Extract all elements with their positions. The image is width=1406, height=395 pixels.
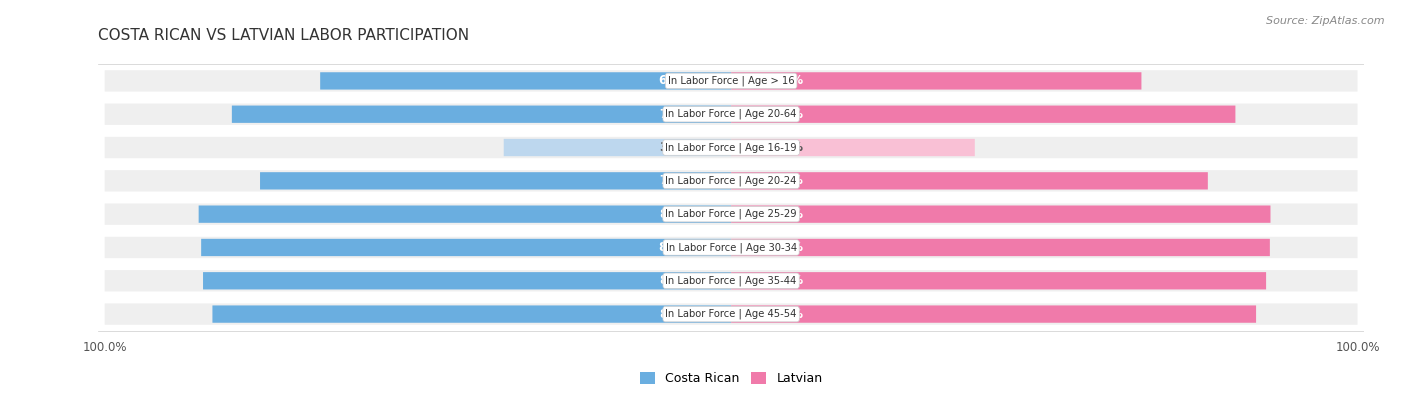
Text: Source: ZipAtlas.com: Source: ZipAtlas.com	[1267, 16, 1385, 26]
Text: In Labor Force | Age 35-44: In Labor Force | Age 35-44	[665, 276, 797, 286]
FancyBboxPatch shape	[104, 303, 1358, 325]
Text: In Labor Force | Age 20-24: In Labor Force | Age 20-24	[665, 176, 797, 186]
Text: 76.1%: 76.1%	[762, 174, 803, 187]
FancyBboxPatch shape	[232, 105, 731, 123]
Text: 83.8%: 83.8%	[762, 308, 803, 321]
Text: 80.5%: 80.5%	[762, 108, 803, 121]
Text: 36.3%: 36.3%	[659, 141, 700, 154]
Text: 79.7%: 79.7%	[659, 108, 700, 121]
FancyBboxPatch shape	[104, 137, 1358, 158]
FancyBboxPatch shape	[212, 305, 731, 323]
FancyBboxPatch shape	[731, 239, 1270, 256]
FancyBboxPatch shape	[731, 305, 1256, 323]
FancyBboxPatch shape	[731, 139, 974, 156]
Text: 84.6%: 84.6%	[658, 241, 700, 254]
Text: In Labor Force | Age 16-19: In Labor Force | Age 16-19	[665, 142, 797, 153]
FancyBboxPatch shape	[731, 205, 1271, 223]
FancyBboxPatch shape	[104, 70, 1358, 92]
FancyBboxPatch shape	[731, 172, 1208, 190]
FancyBboxPatch shape	[731, 72, 1142, 90]
Text: 82.8%: 82.8%	[659, 308, 700, 321]
FancyBboxPatch shape	[104, 237, 1358, 258]
Text: In Labor Force | Age 20-64: In Labor Force | Age 20-64	[665, 109, 797, 119]
FancyBboxPatch shape	[201, 239, 731, 256]
Text: 84.3%: 84.3%	[659, 274, 700, 287]
Text: 85.0%: 85.0%	[659, 208, 700, 221]
FancyBboxPatch shape	[321, 72, 731, 90]
FancyBboxPatch shape	[731, 272, 1265, 290]
FancyBboxPatch shape	[198, 205, 731, 223]
Text: In Labor Force | Age > 16: In Labor Force | Age > 16	[668, 76, 794, 86]
Text: 86.0%: 86.0%	[762, 241, 803, 254]
FancyBboxPatch shape	[503, 139, 731, 156]
Text: COSTA RICAN VS LATVIAN LABOR PARTICIPATION: COSTA RICAN VS LATVIAN LABOR PARTICIPATI…	[98, 28, 470, 43]
FancyBboxPatch shape	[104, 270, 1358, 292]
FancyBboxPatch shape	[260, 172, 731, 190]
Text: In Labor Force | Age 30-34: In Labor Force | Age 30-34	[665, 242, 797, 253]
FancyBboxPatch shape	[104, 170, 1358, 192]
Text: 85.4%: 85.4%	[762, 274, 804, 287]
Text: 75.2%: 75.2%	[659, 174, 700, 187]
FancyBboxPatch shape	[202, 272, 731, 290]
Legend: Costa Rican, Latvian: Costa Rican, Latvian	[634, 367, 828, 390]
FancyBboxPatch shape	[104, 103, 1358, 125]
FancyBboxPatch shape	[731, 105, 1236, 123]
Text: In Labor Force | Age 45-54: In Labor Force | Age 45-54	[665, 309, 797, 319]
Text: 86.1%: 86.1%	[762, 208, 803, 221]
Text: 38.9%: 38.9%	[762, 141, 803, 154]
Text: 65.6%: 65.6%	[658, 74, 700, 87]
Text: 65.5%: 65.5%	[762, 74, 804, 87]
Text: In Labor Force | Age 25-29: In Labor Force | Age 25-29	[665, 209, 797, 219]
FancyBboxPatch shape	[104, 203, 1358, 225]
